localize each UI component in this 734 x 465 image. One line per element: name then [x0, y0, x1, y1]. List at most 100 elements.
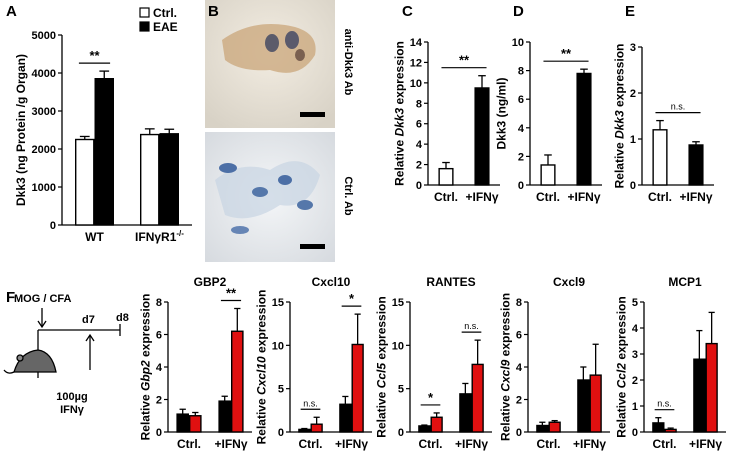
bar [664, 428, 677, 433]
bar [94, 77, 114, 226]
x-tick-label: Ctrl. [434, 190, 458, 204]
y-axis-label: Dkk3 (ng/ml) [494, 77, 508, 149]
bar [159, 133, 179, 226]
significance-label: ** [459, 53, 470, 68]
significance-label: * [428, 390, 434, 405]
bar [298, 428, 311, 433]
significance-label: n.s. [303, 398, 318, 408]
dose-label: 100µg [56, 391, 87, 403]
y-tick-label: 12 [410, 57, 422, 69]
y-axis-label-part: Relative [392, 137, 406, 186]
x-tick-label: Ctrl. [536, 190, 560, 204]
y-tick-label: 0 [416, 180, 422, 192]
x-tick-label-text: IFNγR1 [135, 230, 177, 244]
y-axis-label: Relative Dkk3 expression [613, 44, 627, 189]
panel-label: A [6, 3, 17, 20]
bar [310, 423, 323, 433]
bar [688, 144, 704, 186]
y-axis-label-part: Dkk3 (ng Protein /g Organ) [14, 54, 28, 206]
y-tick-label: 0 [50, 220, 56, 232]
y-tick-label: 8 [518, 66, 524, 78]
x-tick-label: +IFNγ [679, 190, 712, 204]
x-tick-label-text: Ctrl. [536, 190, 560, 204]
panel-label: E [625, 3, 635, 20]
bar [652, 129, 668, 186]
y-tick-label: 10 [392, 340, 404, 352]
significance-label: ** [89, 48, 100, 63]
y-tick-label: 4 [156, 362, 163, 374]
y-tick-label: 2 [518, 151, 524, 163]
y-tick-label: 4 [516, 362, 523, 374]
x-tick-label: +IFNγ [573, 437, 606, 451]
bar [351, 343, 364, 433]
x-tick-label: +IFNγ [214, 437, 247, 451]
y-tick-label: 10 [410, 78, 422, 90]
x-tick-label-text: Ctrl. [537, 437, 561, 451]
y-axis-label-part: expression [139, 294, 153, 361]
y-tick-label: 1 [632, 401, 638, 413]
y-tick-label: 15 [272, 297, 284, 309]
y-tick-label: 0 [278, 427, 284, 439]
y-tick-label: 2 [632, 375, 638, 387]
y-tick-label: 0 [516, 427, 522, 439]
x-tick-label-text: +IFNγ [689, 437, 722, 451]
x-tick-label: +IFNγ [335, 437, 368, 451]
y-axis-label-part: expression [374, 296, 388, 363]
x-tick-label-superscript: -/- [176, 229, 184, 238]
x-tick-label: WT [85, 230, 104, 244]
y-tick-label: 6 [518, 94, 524, 106]
x-tick-label: +IFNγ [689, 437, 722, 451]
y-tick-label: 10 [272, 340, 284, 352]
bar [705, 342, 718, 433]
x-tick-label: +IFNγ [455, 437, 488, 451]
y-tick-label: 4 [632, 323, 639, 335]
x-tick-label: Ctrl. [419, 437, 443, 451]
significance-label: * [349, 291, 355, 306]
day-label: d7 [82, 314, 95, 326]
x-tick-label: +IFNγ [465, 190, 498, 204]
x-tick-label-text: Ctrl. [434, 190, 458, 204]
chart-title: Cxcl10 [312, 275, 351, 289]
y-axis-label-part: Relative [615, 388, 629, 437]
y-axis-label-part: expression [392, 41, 406, 108]
agent-label: IFNγ [60, 404, 85, 416]
y-axis-label-part: Cxcl9 [499, 359, 513, 391]
bar [540, 164, 556, 186]
y-tick-label: 0 [156, 427, 162, 439]
y-tick-label: 2000 [32, 144, 56, 156]
chart-title: Cxcl9 [553, 275, 585, 289]
bar [459, 393, 472, 433]
significance-label: n.s. [671, 102, 686, 112]
y-tick-label: 0 [518, 180, 524, 192]
significance-label: ** [561, 46, 572, 61]
y-tick-label: 15 [392, 297, 404, 309]
chart-title: MCP1 [668, 275, 702, 289]
y-tick-label: 10 [512, 37, 524, 49]
x-tick-label-text: +IFNγ [465, 190, 498, 204]
y-tick-label: 2 [630, 88, 636, 100]
legend-swatch [139, 7, 150, 18]
chart-title: GBP2 [194, 275, 227, 289]
bar [176, 413, 190, 433]
legend-swatch [139, 21, 150, 32]
bar [536, 424, 549, 433]
y-tick-label: 6 [156, 330, 162, 342]
y-tick-label: 8 [156, 297, 162, 309]
y-axis-label-part: Dkk3 [392, 108, 406, 137]
y-axis-label-part: expression [254, 290, 268, 357]
immunization-label: MOG / CFA [14, 293, 72, 305]
micrograph-ctrl [205, 132, 335, 262]
bar [218, 400, 232, 433]
y-axis-label-part: Relative [613, 139, 627, 188]
panel-label: B [208, 3, 219, 20]
bar [339, 403, 352, 433]
y-tick-label: 5000 [32, 30, 56, 42]
x-tick-label: +IFNγ [567, 190, 600, 204]
bar [577, 379, 590, 433]
bar [188, 415, 202, 433]
y-tick-label: 3 [632, 349, 638, 361]
y-tick-label: 3 [630, 42, 636, 54]
bar [589, 374, 602, 433]
day-label: d8 [116, 312, 129, 324]
